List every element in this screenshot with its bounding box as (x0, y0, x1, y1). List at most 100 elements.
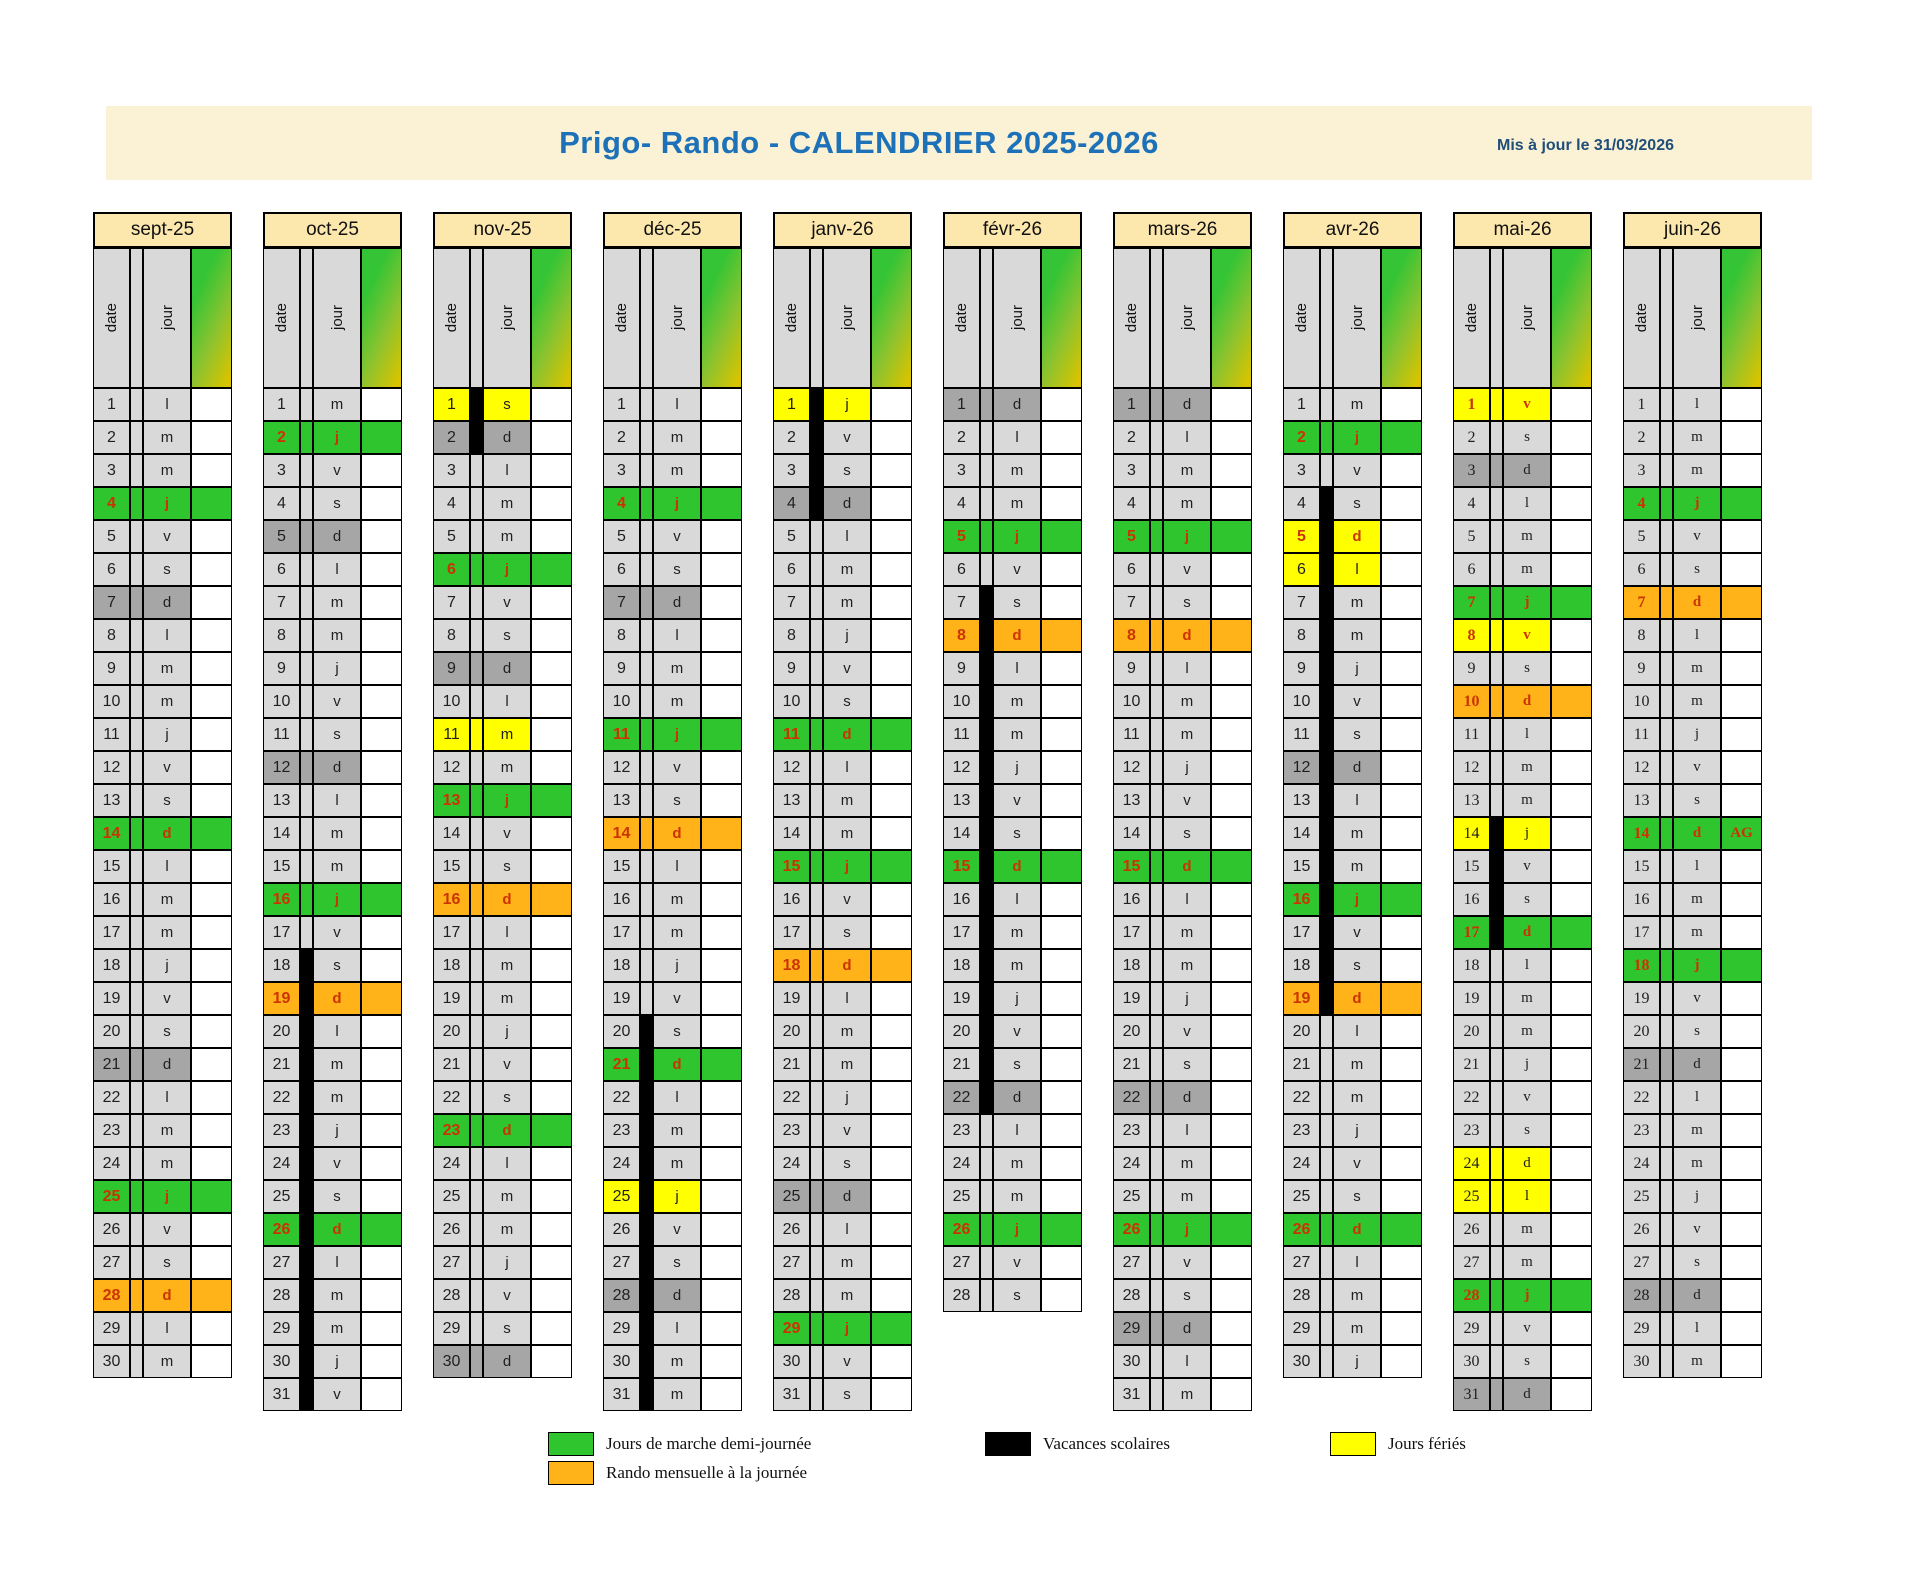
event-cell (1211, 982, 1252, 1015)
day-letter: m (1691, 924, 1703, 940)
day-letter: s (843, 462, 851, 479)
vacation-bar-cell (1150, 784, 1163, 817)
vacation-bar-cell (1150, 388, 1163, 421)
date-label: date (613, 303, 630, 333)
day-letter: d (162, 1287, 172, 1304)
date-number: 15 (102, 857, 121, 875)
vacation-bar-cell (1320, 652, 1333, 685)
day-letter: l (1355, 561, 1359, 578)
event-cell (1551, 751, 1592, 784)
day-letter: m (1180, 1155, 1194, 1172)
day-letter: s (163, 1023, 171, 1040)
date-number: 28 (612, 1286, 631, 1304)
date-cell: 15 (773, 850, 810, 883)
jour-cell: s (993, 1279, 1041, 1312)
jour-cell: m (1163, 685, 1211, 718)
vacation-bar-cell (1320, 1081, 1333, 1114)
date-number: 30 (782, 1352, 801, 1370)
vacation-bar-cell (470, 982, 483, 1015)
vacation-bar-cell (1660, 520, 1673, 553)
date-number: 5 (1467, 527, 1476, 545)
day-letter: s (1353, 495, 1361, 512)
event-cell (191, 1147, 232, 1180)
day-row: 29 m (263, 1312, 402, 1345)
jour-cell: m (993, 916, 1041, 949)
date-cell: 5 (943, 520, 980, 553)
month-header: sept-25 (93, 212, 232, 248)
vacation-bar-cell (980, 949, 993, 982)
date-cell: 26 (943, 1213, 980, 1246)
date-cell: 22 (773, 1081, 810, 1114)
jour-cell: j (1503, 817, 1551, 850)
event-cell (1211, 1378, 1252, 1411)
date-column-header: date (433, 248, 470, 388)
day-letter: j (844, 1320, 850, 1337)
vacation-column-header (1490, 248, 1503, 388)
event-cell (1721, 982, 1762, 1015)
event-cell (191, 553, 232, 586)
gradient-header-cell (1041, 248, 1082, 388)
jour-cell: s (313, 1180, 361, 1213)
date-cell: 30 (1113, 1345, 1150, 1378)
date-cell: 24 (1623, 1147, 1660, 1180)
vacation-bar-cell (810, 1015, 823, 1048)
jour-cell: l (1503, 718, 1551, 751)
day-letter: d (332, 759, 342, 776)
date-cell: 28 (943, 1279, 980, 1312)
date-number: 16 (442, 890, 461, 908)
vacation-bar-cell (470, 1180, 483, 1213)
date-number: 6 (447, 560, 456, 578)
date-number: 21 (1633, 1055, 1650, 1073)
vacation-bar-cell (130, 949, 143, 982)
date-cell: 13 (1113, 784, 1150, 817)
vacation-bar-cell (470, 619, 483, 652)
event-cell (1721, 949, 1762, 982)
date-number: 2 (787, 428, 796, 446)
date-cell: 1 (773, 388, 810, 421)
event-cell (1041, 619, 1082, 652)
day-row: 28 v (433, 1279, 572, 1312)
jour-cell: l (143, 388, 191, 421)
event-cell (871, 1345, 912, 1378)
date-cell: 31 (773, 1378, 810, 1411)
date-number: 19 (612, 989, 631, 1007)
vacation-bar-cell (130, 982, 143, 1015)
day-row: 19 d (263, 982, 402, 1015)
vacation-bar-cell (470, 1114, 483, 1147)
date-number: 23 (102, 1121, 121, 1139)
day-letter: m (1691, 693, 1703, 709)
vacation-bar-cell (810, 685, 823, 718)
vacation-bar-cell (300, 388, 313, 421)
jour-cell: l (1503, 949, 1551, 982)
date-number: 25 (612, 1187, 631, 1205)
jour-cell: m (653, 1114, 701, 1147)
day-letter: m (1691, 462, 1703, 478)
day-row: 22 l (603, 1081, 742, 1114)
event-cell (1551, 784, 1592, 817)
jour-cell: j (1333, 652, 1381, 685)
day-letter: v (1183, 1023, 1191, 1040)
vacation-bar-cell (1660, 454, 1673, 487)
vacation-bar-cell (980, 1015, 993, 1048)
day-row: 18 m (1113, 949, 1252, 982)
date-number: 11 (273, 725, 290, 743)
date-cell: 13 (943, 784, 980, 817)
date-cell: 12 (433, 751, 470, 784)
date-cell: 21 (1623, 1048, 1660, 1081)
date-number: 17 (952, 923, 971, 941)
day-row: 25 s (1283, 1180, 1422, 1213)
day-row: 24 s (773, 1147, 912, 1180)
vacation-bar-cell (470, 1312, 483, 1345)
day-letter: s (673, 1254, 681, 1271)
jour-cell: l (313, 784, 361, 817)
vacation-bar-cell (1660, 553, 1673, 586)
date-number: 8 (957, 626, 966, 644)
day-letter: d (502, 891, 512, 908)
vacation-bar-cell (130, 454, 143, 487)
day-letter: d (502, 1353, 512, 1370)
day-row: 15 l (603, 850, 742, 883)
day-letter: m (840, 1254, 854, 1271)
